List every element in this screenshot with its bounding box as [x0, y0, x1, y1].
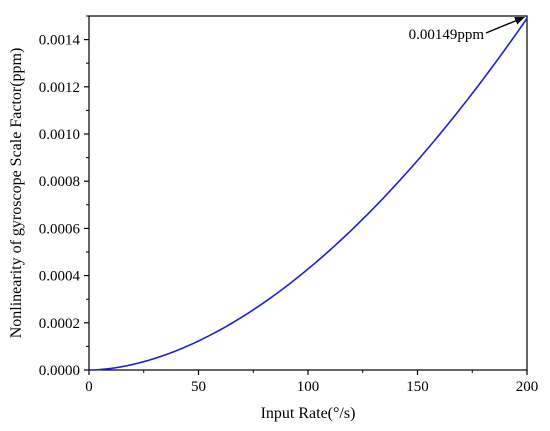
series-layer: [88, 17, 528, 371]
y-tick-label: 0.0004: [39, 269, 81, 285]
y-tick-label: 0.0010: [39, 127, 80, 143]
y-tick-label: 0.0000: [39, 363, 80, 379]
y-tick-label: 0.0008: [39, 174, 80, 190]
x-tick-label: 150: [406, 379, 429, 395]
y-tick-label: 0.0002: [39, 316, 80, 332]
y-tick-label: 0.0006: [39, 221, 81, 237]
x-axis-label: Input Rate(°/s): [261, 405, 356, 422]
y-tick-label: 0.0012: [39, 80, 80, 96]
y-axis-label: Nonlinearity of gyroscope Scale Factor(p…: [8, 48, 25, 339]
x-axis-ticks: 0 50 100 150 200: [85, 370, 538, 395]
annotation-label: 0.00149ppm: [409, 27, 485, 43]
annotation-layer: 0.00149ppm: [409, 16, 525, 43]
x-tick-label: 0: [85, 379, 93, 395]
x-tick-label: 100: [297, 379, 320, 395]
x-tick-label: 200: [516, 379, 539, 395]
annotation-arrow: [485, 16, 525, 34]
plot-area: [88, 15, 528, 371]
series-line: [88, 17, 528, 371]
x-tick-label: 50: [191, 379, 206, 395]
y-axis-ticks: 0.0000 0.0002 0.0004 0.0006 0.0008 0.0010 0.00…: [39, 15, 89, 379]
y-tick-label: 0.0014: [39, 33, 81, 49]
